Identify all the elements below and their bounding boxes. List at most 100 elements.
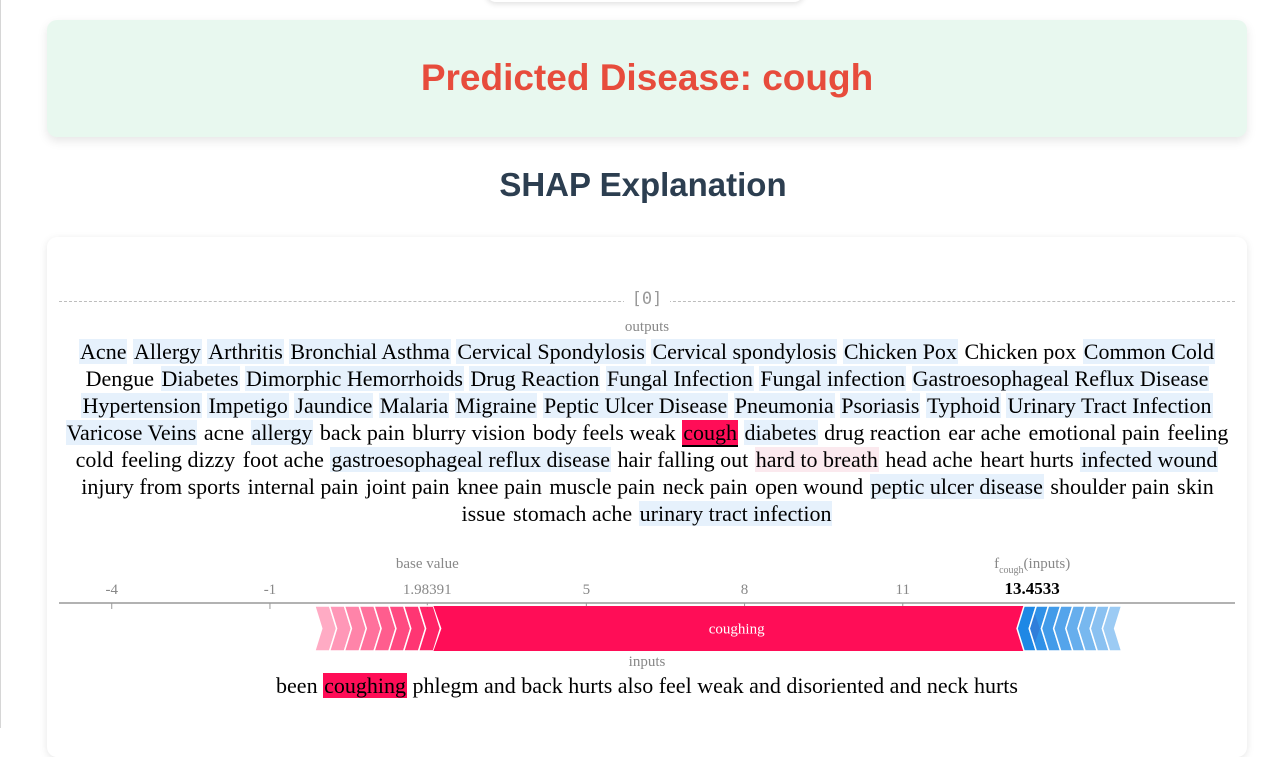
output-class-token[interactable]: Drug Reaction — [469, 366, 601, 391]
output-class-token[interactable]: Gastroesophageal Reflux Disease — [911, 366, 1210, 391]
output-class-token[interactable]: Impetigo — [207, 393, 289, 418]
output-value-heading: fcough(inputs) — [994, 556, 1070, 576]
output-class-token[interactable]: knee pain — [456, 474, 542, 499]
input-token[interactable]: and — [889, 673, 922, 698]
outputs-label: outputs — [624, 319, 670, 335]
output-class-token[interactable]: Chicken Pox — [842, 339, 958, 364]
output-class-token[interactable]: body feels weak — [532, 420, 676, 445]
output-class-token[interactable]: Urinary Tract Infection — [1006, 393, 1213, 418]
output-class-token[interactable]: Typhoid — [925, 393, 1001, 418]
output-class-token[interactable]: hair falling out — [617, 447, 749, 472]
section-title: SHAP Explanation — [499, 166, 787, 203]
positive-feature-bar — [433, 606, 1040, 651]
input-token[interactable]: phlegm — [412, 673, 479, 698]
output-class-token[interactable]: neck pain — [662, 474, 748, 499]
output-class-token[interactable]: blurry vision — [412, 420, 526, 445]
output-class-token[interactable]: skin issue — [461, 474, 1214, 526]
output-class-token[interactable]: allergy — [250, 420, 314, 445]
output-class-token[interactable]: internal pain — [247, 474, 359, 499]
force-tick-label: -1 — [264, 582, 277, 598]
output-class-token[interactable]: Fungal infection — [759, 366, 907, 391]
output-class-token[interactable]: Pneumonia — [733, 393, 835, 418]
output-class-token[interactable]: Cervical spondylosis — [651, 339, 838, 364]
output-class-token[interactable]: back pain — [319, 420, 405, 445]
output-class-token[interactable]: diabetes — [743, 420, 818, 445]
input-token[interactable]: also — [617, 673, 654, 698]
small-positive-contributions — [313, 605, 442, 652]
output-class-token[interactable]: urinary tract infection — [638, 501, 833, 526]
input-token[interactable]: hurts — [973, 673, 1018, 698]
output-class-token[interactable]: Malaria — [378, 393, 450, 418]
output-class-token[interactable]: foot ache — [242, 447, 324, 472]
output-class-token[interactable]: feeling dizzy — [120, 447, 236, 472]
output-class-token[interactable]: hard to breath — [754, 447, 879, 472]
negative-contribution-arrow — [1101, 605, 1123, 652]
output-class-token[interactable]: cough — [682, 420, 739, 447]
base-value-label: base value — [396, 556, 459, 572]
output-class-token[interactable]: stomach ache — [513, 501, 633, 526]
output-class-token[interactable]: Diabetes — [160, 366, 240, 391]
prediction-card: Predicted Disease: cough — [47, 20, 1247, 137]
input-token[interactable]: hurts — [568, 673, 613, 698]
output-class-token[interactable]: Fungal Infection — [605, 366, 754, 391]
force-tick-label: -4 — [105, 582, 118, 598]
output-class-token[interactable]: Hypertension — [81, 393, 202, 418]
negative-contributions — [1016, 605, 1123, 652]
output-class-token[interactable]: heart hurts — [980, 447, 1074, 472]
input-token[interactable]: been — [276, 673, 318, 698]
output-class-token[interactable]: Varicose Veins — [65, 420, 198, 445]
input-token[interactable]: back — [521, 673, 563, 698]
output-class-token[interactable]: open wound — [754, 474, 864, 499]
output-class-token[interactable]: Arthritis — [207, 339, 284, 364]
output-class-token[interactable]: muscle pain — [549, 474, 656, 499]
output-class-token[interactable]: peptic ulcer disease — [869, 474, 1044, 499]
output-class-token[interactable]: Allergy — [132, 339, 202, 364]
shap-explanation-panel: [0] outputs Acne Allergy Arthritis Bronc… — [47, 237, 1247, 757]
output-class-token[interactable]: feeling cold — [75, 420, 1229, 472]
force-tick-label: 5 — [583, 582, 591, 598]
output-class-token[interactable]: injury from sports — [81, 474, 241, 499]
output-index: [0] — [47, 289, 1247, 309]
output-class-token[interactable]: Cervical Spondylosis — [456, 339, 646, 364]
output-class-token[interactable]: Acne — [79, 339, 128, 364]
input-token[interactable]: weak — [697, 673, 744, 698]
input-token[interactable]: neck — [926, 673, 969, 698]
force-tick-label: 11 — [896, 582, 910, 598]
output-class-token[interactable]: drug reaction — [824, 420, 941, 445]
force-plot: -4 -1 1.98391 5 8 11 base value fcough(inputs) 1… — [59, 556, 1235, 652]
output-value-backing — [998, 578, 1067, 598]
force-tick-label: 8 — [741, 582, 749, 598]
output-class-token[interactable]: acne — [203, 420, 245, 445]
inputs-label: inputs — [628, 654, 666, 670]
output-class-token[interactable]: shoulder pain — [1050, 474, 1170, 499]
output-class-token[interactable]: Common Cold — [1082, 339, 1215, 364]
input-token[interactable]: coughing — [323, 673, 407, 698]
output-class-token[interactable]: Dengue — [85, 366, 155, 391]
output-class-token[interactable]: Bronchial Asthma — [289, 339, 451, 364]
output-class-token[interactable]: ear ache — [948, 420, 1021, 445]
top-panel-edge — [486, 0, 804, 2]
input-token-list: been coughing phlegm and back hurts also… — [47, 673, 1247, 699]
output-value: 13.4533 — [1005, 579, 1060, 598]
input-token[interactable]: disoriented — [786, 673, 885, 698]
output-class-token[interactable]: Dimorphic Hemorrhoids — [245, 366, 464, 391]
output-class-token[interactable]: joint pain — [365, 474, 450, 499]
output-index-label[interactable]: [0] — [623, 289, 671, 309]
output-class-token[interactable]: infected wound — [1080, 447, 1219, 472]
output-class-token[interactable]: Psoriasis — [840, 393, 921, 418]
input-token[interactable]: and — [749, 673, 781, 698]
output-class-token[interactable]: Migraine — [454, 393, 538, 418]
predicted-disease: cough — [762, 56, 874, 98]
page-left-border — [0, 0, 1, 728]
output-class-token[interactable]: gastroesophageal reflux disease — [330, 447, 611, 472]
output-class-token[interactable]: Peptic Ulcer Disease — [542, 393, 729, 418]
output-class-token[interactable]: head ache — [885, 447, 973, 472]
output-class-token[interactable]: emotional pain — [1028, 420, 1160, 445]
input-token[interactable]: and — [483, 673, 516, 698]
prediction-prefix: Predicted Disease: — [420, 56, 763, 98]
force-tick-label: 1.98391 — [403, 582, 452, 598]
output-class-token[interactable]: Chicken pox — [964, 339, 1077, 364]
input-token[interactable]: feel — [658, 673, 692, 698]
prediction-heading: Predicted Disease: cough — [421, 57, 873, 99]
output-class-token[interactable]: Jaundice — [294, 393, 374, 418]
